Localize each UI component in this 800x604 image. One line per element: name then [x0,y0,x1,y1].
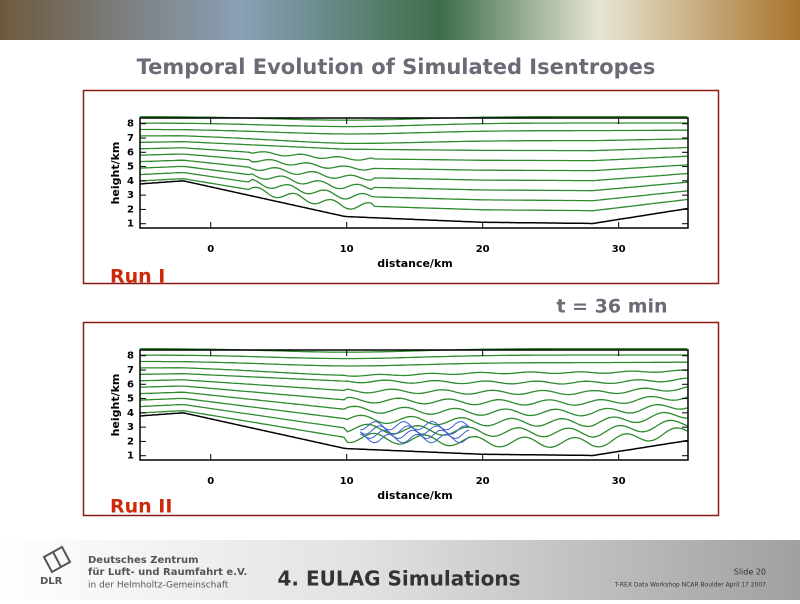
run-label: Run II [110,496,172,518]
y-tick-label: 8 [127,119,134,130]
time-label: t = 36 min [556,296,667,318]
isentrope [140,122,688,128]
logo-icon [42,545,72,574]
isentrope [139,135,688,145]
section-title: 4. EULAG Simulations [278,567,521,591]
x-tick-label: 0 [207,244,214,255]
isentrope [139,385,688,406]
isentrope [139,397,688,428]
x-axis-label: distance/km [377,489,452,502]
slide-title: Temporal Evolution of Simulated Isentrop… [137,55,656,79]
logo-text: DLR [40,576,63,587]
isentrope [140,373,688,385]
x-tick-label: 10 [340,244,354,255]
y-tick-label: 3 [127,190,134,201]
x-tick-label: 30 [612,476,626,487]
isentrope [139,178,688,212]
terrain [139,412,688,457]
slide-number: Slide 20 [734,568,766,577]
isentrope [359,429,470,440]
isentrope [139,159,688,182]
y-tick-label: 2 [127,204,134,215]
y-tick-label: 7 [127,133,134,144]
y-axis-label: height/km [109,374,122,437]
isentrope [139,379,688,396]
isentrope [140,141,688,152]
isentrope [139,147,688,162]
isentrope [140,354,688,360]
terrain [139,180,688,225]
y-tick-label: 5 [127,162,134,173]
x-tick-label: 10 [340,476,354,487]
x-tick-label: 20 [476,244,490,255]
isentrope [139,153,688,172]
y-tick-label: 4 [127,176,134,187]
isentrope [139,367,688,377]
footer-band [0,540,800,600]
header-banner [0,0,800,40]
y-tick-label: 4 [127,408,134,419]
plot-frame [139,117,689,229]
y-tick-label: 7 [127,365,134,376]
org-line: für Luft- und Raumfahrt e.V. [88,567,247,578]
x-axis-label: distance/km [377,257,452,270]
org-line: Deutsches Zentrum [88,555,199,566]
event-label: T-REX Data Workshop NCAR Boulder April 1… [614,582,767,589]
y-tick-label: 8 [127,351,134,362]
y-axis-label: height/km [109,142,122,205]
isentrope [139,171,688,202]
isentrope [140,360,688,367]
x-tick-label: 20 [476,476,490,487]
isentrope [139,403,688,438]
x-tick-label: 0 [207,476,214,487]
y-tick-label: 1 [127,219,134,230]
isentrope [140,128,688,135]
isentrope [139,391,688,417]
x-tick-label: 30 [612,244,626,255]
y-tick-label: 2 [127,436,134,447]
y-tick-label: 3 [127,422,134,433]
isentrope [360,420,470,431]
y-tick-label: 6 [127,147,134,158]
isentrope [139,165,688,192]
y-tick-label: 6 [127,379,134,390]
isentrope [139,410,688,448]
plot-frame [139,349,689,461]
org-line: in der Helmholtz-Gemeinschaft [88,581,229,591]
run-label: Run I [110,266,165,288]
y-tick-label: 1 [127,451,134,462]
y-tick-label: 5 [127,394,134,405]
